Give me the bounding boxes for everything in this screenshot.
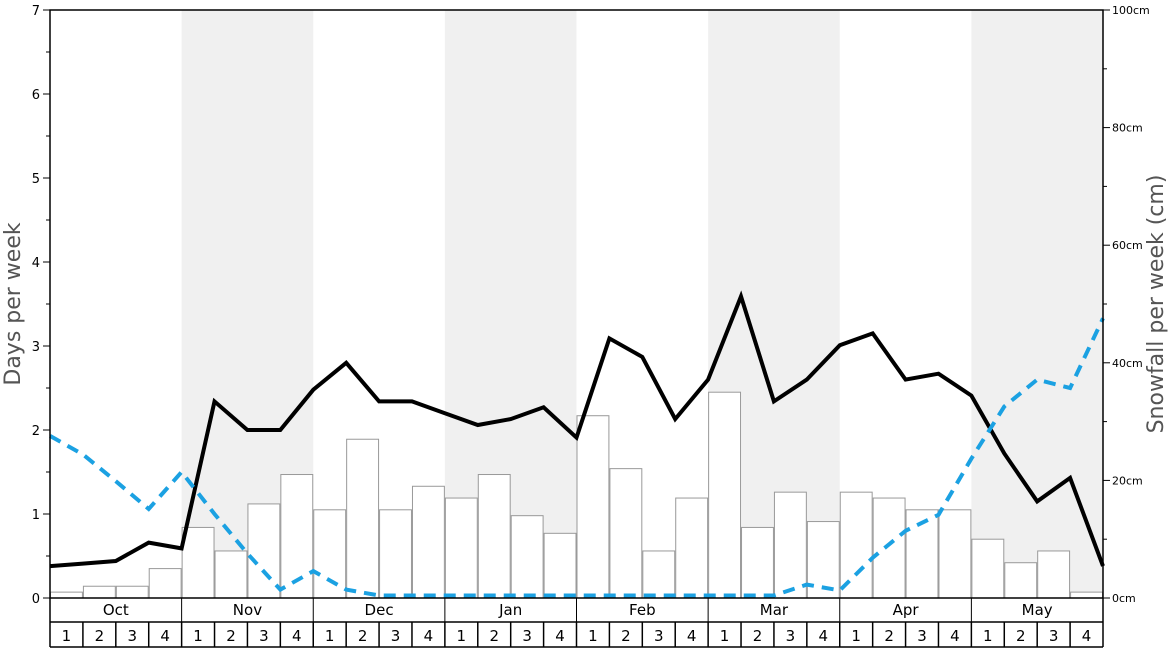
snowfall-bar [543, 532, 577, 599]
y-tick-label-right: 60cm [1112, 239, 1143, 252]
snowfall-bar [609, 468, 643, 599]
series-lines [49, 290, 1105, 598]
week-label: 3 [522, 627, 532, 645]
y-tick-label-left: 0 [32, 592, 40, 607]
month-label-dec: Dec [365, 601, 394, 619]
week-label: 1 [457, 627, 467, 645]
snowfall-bars [50, 391, 1103, 599]
week-label: 1 [588, 627, 598, 645]
y-tick-label-left: 6 [32, 88, 40, 103]
solid-series-line [49, 290, 1105, 569]
week-label: 1 [193, 627, 203, 645]
snowfall-bar [50, 591, 83, 599]
week-label: 1 [62, 627, 72, 645]
week-label: 2 [489, 627, 499, 645]
week-label: 4 [1082, 627, 1092, 645]
month-label-oct: Oct [103, 601, 129, 619]
week-label: 1 [720, 627, 730, 645]
month-label-nov: Nov [233, 601, 262, 619]
week-label: 2 [1016, 627, 1026, 645]
snowfall-bar [1004, 562, 1038, 599]
week-label: 3 [917, 627, 927, 645]
week-label: 4 [555, 627, 565, 645]
month-label-apr: Apr [893, 601, 920, 619]
snowfall-bar [642, 550, 676, 599]
y-axis-title-left: Days per week [1, 222, 26, 385]
week-label: 4 [292, 627, 302, 645]
snowfall-bar [971, 538, 1005, 599]
snowfall-bar [708, 391, 742, 599]
week-label: 4 [424, 627, 434, 645]
week-label: 2 [753, 627, 763, 645]
week-label: 1 [851, 627, 861, 645]
y-tick-label-right: 20cm [1112, 474, 1143, 487]
week-label: 2 [358, 627, 368, 645]
y-tick-label-left: 7 [32, 4, 40, 19]
snowfall-bar [872, 497, 906, 599]
y-tick-label-right: 40cm [1112, 357, 1143, 370]
x-axis-table: Oct 1 2 3 4 Nov 1 2 3 4 Dec 1 2 3 4 Jan 1 2 3 4 Feb 1 2 3 4 Mar 1 2… [49, 598, 1104, 648]
month-label-mar: Mar [760, 601, 789, 619]
snowfall-bar [115, 585, 149, 599]
y-axis-left: 0 1 2 3 4 5 6 7 [32, 4, 50, 607]
snowfall-bar [938, 509, 972, 599]
y-axis-title-right: Snowfall per week (cm) [1144, 175, 1168, 434]
snowfall-bar [1070, 591, 1103, 599]
week-label: 2 [95, 627, 105, 645]
week-label: 3 [654, 627, 664, 645]
snowfall-bar [576, 415, 610, 599]
y-tick-label-right: 80cm [1112, 122, 1143, 135]
week-label: 4 [160, 627, 170, 645]
snowfall-bar [82, 585, 116, 599]
snowfall-bar [280, 474, 314, 599]
week-label: 4 [950, 627, 960, 645]
week-label: 3 [786, 627, 796, 645]
week-label: 1 [325, 627, 335, 645]
snowfall-bar [411, 485, 445, 599]
snowfall-bar [346, 438, 380, 599]
snowfall-bar [1037, 550, 1071, 599]
y-tick-label-right: 0cm [1112, 592, 1136, 605]
y-tick-label-left: 3 [32, 340, 40, 355]
week-label: 3 [1049, 627, 1059, 645]
week-label: 3 [391, 627, 401, 645]
snowfall-bar [773, 491, 807, 599]
snowfall-bar [313, 509, 347, 599]
dashed-series-line [49, 317, 1105, 598]
y-tick-label-left: 5 [32, 172, 40, 187]
month-label-feb: Feb [629, 601, 656, 619]
snowfall-bar [510, 515, 544, 599]
week-label: 4 [819, 627, 829, 645]
week-label: 1 [983, 627, 993, 645]
y-tick-label-left: 2 [32, 424, 40, 439]
week-label: 2 [621, 627, 631, 645]
week-label: 2 [226, 627, 236, 645]
snowfall-bar [214, 550, 248, 599]
snowfall-bar [148, 568, 182, 599]
month-bands [181, 10, 1103, 598]
week-label: 3 [259, 627, 269, 645]
month-label-jan: Jan [498, 601, 522, 619]
snowfall-bar [675, 497, 709, 599]
month-label-may: May [1022, 601, 1053, 619]
snowfall-bar [379, 509, 412, 599]
snowfall-bar [444, 497, 478, 599]
week-label: 3 [127, 627, 137, 645]
y-tick-label-left: 4 [32, 256, 40, 271]
snowfall-bar [477, 474, 511, 599]
snowfall-bar [839, 491, 873, 599]
y-axis-right: 0cm 20cm 40cm 60cm 80cm 100cm [1103, 4, 1150, 605]
snowfall-bar [247, 503, 281, 599]
snowfall-bar [181, 526, 215, 599]
y-tick-label-right: 100cm [1112, 4, 1150, 17]
week-label: 2 [884, 627, 894, 645]
week-label: 4 [687, 627, 697, 645]
snowfall-bar [741, 526, 774, 599]
y-tick-label-left: 1 [32, 508, 40, 523]
